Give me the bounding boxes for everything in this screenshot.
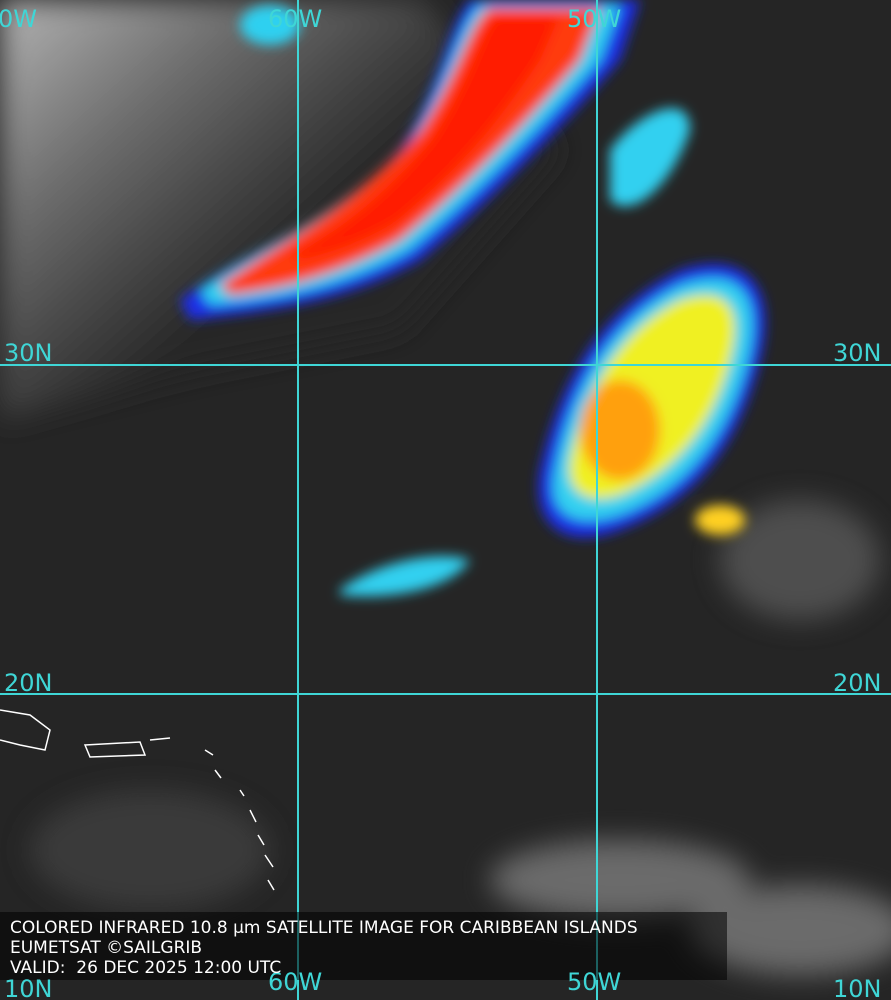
- lat-label: 30N: [4, 339, 53, 367]
- lon-label: 60W: [268, 5, 322, 33]
- caption-line: VALID: 26 DEC 2025 12:00 UTC: [10, 958, 281, 978]
- lat-label: 20N: [833, 669, 882, 697]
- lon-label: 50W: [567, 968, 621, 996]
- lat-label: 10N: [4, 975, 53, 1000]
- caption-box: [0, 912, 727, 980]
- islands: [0, 709, 275, 891]
- cloud-gray: [0, 0, 560, 420]
- caption-line: COLORED INFRARED 10.8 µm SATELLITE IMAGE…: [10, 918, 638, 938]
- lat-label: 20N: [4, 669, 53, 697]
- lat-label: 10N: [833, 975, 882, 1000]
- cold-cloud-band: [180, 0, 766, 597]
- lon-label: 50W: [567, 5, 621, 33]
- lon-label: 0W: [0, 5, 37, 33]
- lon-label: 60W: [268, 968, 322, 996]
- low-clouds: [30, 500, 891, 975]
- caption-line: EUMETSAT ©SAILGRIB: [10, 938, 202, 958]
- lat-label: 30N: [833, 339, 882, 367]
